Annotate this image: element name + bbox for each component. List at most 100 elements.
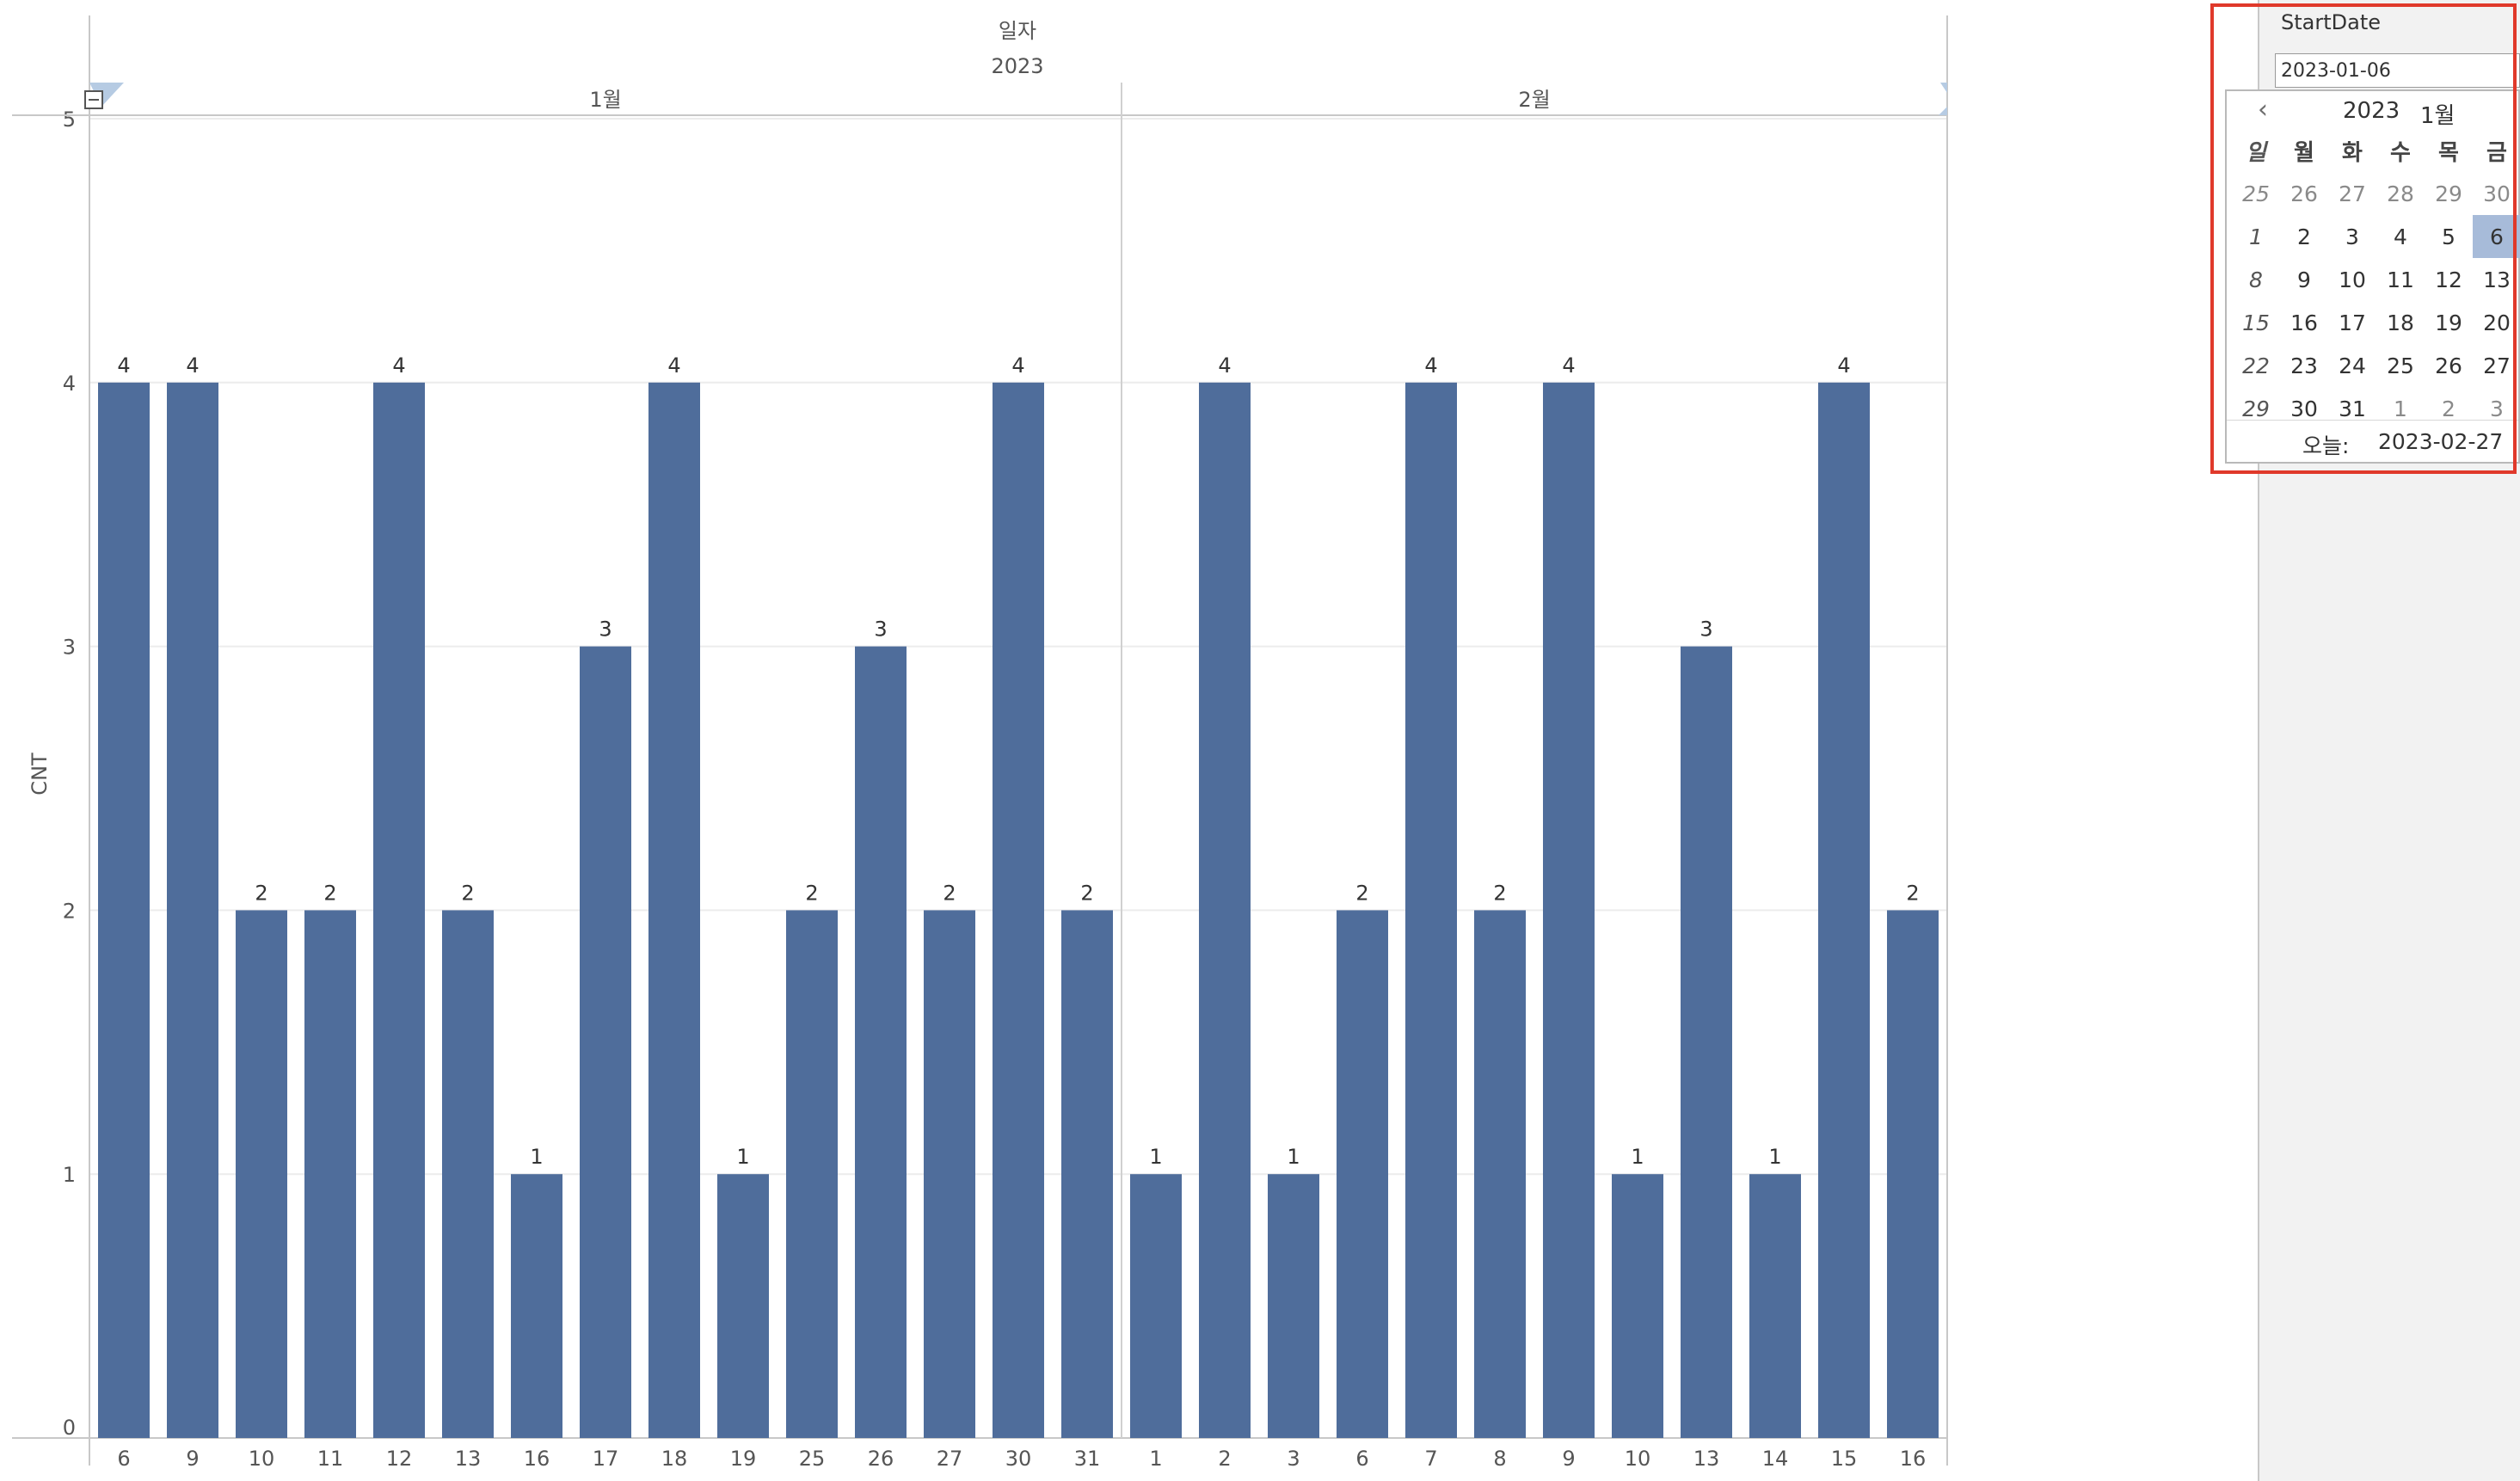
calendar-day[interactable]: 30 — [2483, 181, 2511, 206]
bar-value-label: 2 — [805, 881, 818, 905]
chevron-left-icon[interactable]: ‹ — [2258, 95, 2268, 125]
bar[interactable] — [924, 910, 975, 1438]
bar-value-label: 4 — [667, 353, 680, 378]
bar[interactable] — [648, 382, 700, 1438]
x-tick-label: 1 — [1149, 1447, 1162, 1471]
calendar-day[interactable]: 26 — [2435, 353, 2462, 378]
x-tick-label: 15 — [1831, 1447, 1858, 1471]
start-date-label: StartDate — [2281, 10, 2381, 34]
calendar-day[interactable]: 10 — [2339, 267, 2366, 292]
bar[interactable] — [855, 646, 907, 1438]
bar-value-label: 4 — [1011, 353, 1024, 378]
y-axis-title: CNT — [28, 753, 52, 796]
calendar-day[interactable]: 3 — [2490, 396, 2504, 421]
calendar-day[interactable]: 27 — [2483, 353, 2511, 378]
calendar-day[interactable]: 18 — [2387, 310, 2414, 335]
bar-value-label: 1 — [1631, 1145, 1644, 1169]
bar-chart: 일자2023CNT0123451월46492102114122131163174… — [12, 15, 1948, 1471]
bar[interactable] — [1887, 910, 1939, 1438]
calendar-day[interactable]: 20 — [2483, 310, 2511, 335]
bar[interactable] — [1405, 382, 1457, 1438]
calendar-day[interactable]: 13 — [2483, 267, 2511, 292]
calendar-day[interactable]: 6 — [2473, 215, 2520, 258]
bar[interactable] — [304, 910, 356, 1438]
bar-value-label: 1 — [736, 1145, 749, 1169]
x-tick-label: 2 — [1218, 1447, 1231, 1471]
pane-label-2: 2월 — [1518, 88, 1550, 112]
bar[interactable] — [1268, 1174, 1319, 1438]
calendar-day[interactable]: 24 — [2339, 353, 2366, 378]
bar[interactable] — [98, 382, 150, 1438]
calendar-day[interactable]: 17 — [2339, 310, 2366, 335]
bar[interactable] — [1543, 382, 1595, 1438]
calendar-day[interactable]: 29 — [2435, 181, 2462, 206]
bar[interactable] — [511, 1174, 562, 1438]
bar[interactable] — [167, 382, 218, 1438]
calendar-year[interactable]: 2023 — [2343, 98, 2400, 124]
bar-value-label: 2 — [943, 881, 956, 905]
bar[interactable] — [1337, 910, 1388, 1438]
x-tick-label: 11 — [317, 1447, 344, 1471]
bar-value-label: 4 — [1218, 353, 1231, 378]
calendar-day[interactable]: 3 — [2345, 224, 2359, 249]
weekday-header: 목 — [2438, 139, 2459, 166]
bar-value-label: 1 — [1149, 1145, 1162, 1169]
bar[interactable] — [1612, 1174, 1663, 1438]
bar-value-label: 1 — [530, 1145, 543, 1169]
bar[interactable] — [373, 382, 425, 1438]
resize-marker-bottom — [1939, 107, 1947, 115]
chart-area: 일자 2023 CNT 0 1 2 3 4 5 1월 4 6 4 9 2 10 2 11 4 12 2 13 1 16 3 17 4… — [12, 15, 1948, 1471]
bar[interactable] — [580, 646, 631, 1438]
calendar-day[interactable]: 9 — [2297, 267, 2311, 292]
calendar-day[interactable]: 2 — [2442, 396, 2455, 421]
calendar-day[interactable]: 27 — [2339, 181, 2366, 206]
x-tick-label: 26 — [868, 1447, 894, 1471]
calendar-day[interactable]: 11 — [2387, 267, 2414, 292]
bar[interactable] — [786, 910, 838, 1438]
calendar-day[interactable]: 31 — [2339, 396, 2366, 421]
calendar-day[interactable]: 12 — [2435, 267, 2462, 292]
calendar-day[interactable]: 29 — [2242, 396, 2270, 421]
bar-value-label: 2 — [255, 881, 267, 905]
calendar-day[interactable]: 15 — [2242, 310, 2270, 335]
calendar-day[interactable]: 22 — [2242, 353, 2270, 378]
calendar-day[interactable]: 4 — [2394, 224, 2407, 249]
bar[interactable] — [236, 910, 287, 1438]
bar[interactable] — [1681, 646, 1732, 1438]
bar-value-label: 1 — [1287, 1145, 1300, 1169]
today-date[interactable]: 2023-02-27 — [2378, 429, 2504, 454]
bar[interactable] — [1130, 1174, 1182, 1438]
calendar-day[interactable]: 23 — [2290, 353, 2318, 378]
y-tick-label: 5 — [63, 108, 76, 132]
calendar-month[interactable]: 1월 — [2420, 103, 2455, 129]
start-date-input[interactable] — [2275, 53, 2520, 88]
bar-value-label: 2 — [1493, 881, 1506, 905]
bar[interactable] — [1061, 910, 1113, 1438]
calendar-day[interactable]: 28 — [2387, 181, 2414, 206]
calendar-day[interactable]: 19 — [2435, 310, 2462, 335]
calendar-day[interactable]: 2 — [2297, 224, 2311, 249]
x-tick-label: 30 — [1005, 1447, 1032, 1471]
x-tick-label: 13 — [455, 1447, 482, 1471]
today-label: 오늘: — [2302, 433, 2350, 458]
calendar-day[interactable]: 8 — [2249, 267, 2263, 292]
calendar-day[interactable]: 25 — [2242, 181, 2270, 206]
bar[interactable] — [1749, 1174, 1801, 1438]
calendar-day[interactable]: 25 — [2387, 353, 2414, 378]
bar-value-label: 4 — [1562, 353, 1575, 378]
bar[interactable] — [993, 382, 1044, 1438]
calendar-day[interactable]: 16 — [2290, 310, 2318, 335]
bar[interactable] — [442, 910, 494, 1438]
x-tick-label: 6 — [1355, 1447, 1368, 1471]
calendar-day[interactable]: 26 — [2290, 181, 2318, 206]
calendar-day[interactable]: 1 — [2249, 224, 2263, 249]
bar[interactable] — [1474, 910, 1526, 1438]
bar[interactable] — [717, 1174, 769, 1438]
bar[interactable] — [1199, 382, 1251, 1438]
bar[interactable] — [1818, 382, 1870, 1438]
calendar-day[interactable]: 30 — [2290, 396, 2318, 421]
calendar-day[interactable]: 5 — [2442, 224, 2455, 249]
calendar-day[interactable]: 1 — [2394, 396, 2407, 421]
x-tick-label: 17 — [593, 1447, 619, 1471]
date-picker-calendar: ‹ 2023 1월 일 월 화 수 목 금 25 26 27 28 29 30 1 2 3 4 5 6 8 9 10 11… — [2225, 89, 2520, 464]
